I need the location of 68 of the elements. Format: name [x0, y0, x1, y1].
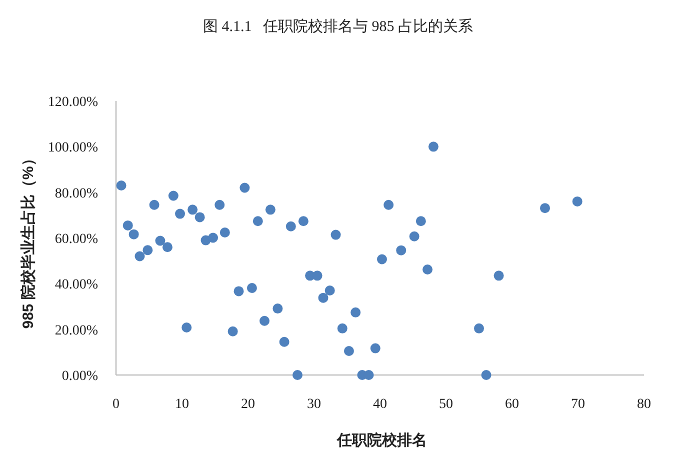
point	[298, 216, 308, 226]
x-tick-label: 20	[241, 397, 255, 412]
point	[540, 203, 550, 214]
point	[370, 343, 380, 354]
x-tick-label: 40	[373, 397, 387, 412]
point	[246, 283, 257, 294]
point	[396, 245, 406, 256]
point	[344, 346, 354, 356]
y-axis-title: 985 院校毕业生占比（%）	[20, 151, 37, 329]
point	[324, 286, 335, 296]
point	[481, 370, 492, 380]
point	[122, 220, 133, 230]
point	[240, 182, 250, 193]
y-tick-label: 100.00%	[48, 140, 98, 156]
point	[155, 236, 166, 246]
point	[350, 307, 361, 318]
point	[428, 142, 438, 152]
x-tick-label: 60	[505, 397, 519, 412]
point	[142, 245, 153, 256]
x-axis-title: 任职院校排名	[336, 432, 427, 449]
point	[265, 204, 276, 215]
point	[364, 370, 374, 380]
point	[214, 200, 225, 210]
point	[422, 264, 433, 275]
point	[116, 180, 126, 190]
point	[134, 251, 145, 262]
point	[272, 304, 283, 314]
x-tick-label: 30	[307, 397, 321, 412]
point	[312, 270, 322, 281]
point	[330, 230, 341, 240]
point	[228, 326, 238, 336]
y-tick-label: 80.00%	[54, 186, 98, 202]
point	[337, 323, 348, 334]
point	[208, 232, 218, 243]
point	[292, 370, 302, 380]
chart-title: 图 4.1.1 任职院校排名与 985 占比的关系	[203, 18, 473, 35]
x-tick-label: 10	[175, 397, 189, 412]
point	[318, 292, 328, 303]
y-tick-label: 120.00%	[48, 95, 98, 110]
point	[572, 196, 582, 206]
point	[182, 322, 192, 333]
x-tick-label: 70	[571, 397, 585, 412]
point	[494, 270, 504, 281]
point	[252, 216, 263, 226]
point	[416, 216, 426, 226]
y-tick-label: 40.00%	[54, 278, 98, 293]
y-tick-label: 60.00%	[54, 232, 98, 247]
point	[162, 242, 172, 252]
point	[128, 229, 139, 240]
point	[188, 204, 198, 215]
point	[175, 208, 186, 219]
point	[194, 212, 205, 222]
point	[168, 190, 178, 201]
y-tick-label: 0.00%	[62, 369, 98, 384]
point	[260, 316, 270, 326]
point	[474, 323, 484, 334]
x-tick-label: 80	[637, 397, 651, 412]
point	[279, 336, 290, 347]
point	[409, 231, 420, 242]
x-tick-label: 0	[112, 397, 120, 412]
point	[220, 228, 230, 238]
point	[149, 200, 160, 210]
point	[376, 254, 387, 264]
y-tick-label: 20.00%	[54, 323, 98, 338]
point	[384, 200, 394, 210]
point	[234, 286, 244, 296]
point	[286, 221, 296, 232]
x-tick-label: 50	[439, 397, 453, 412]
